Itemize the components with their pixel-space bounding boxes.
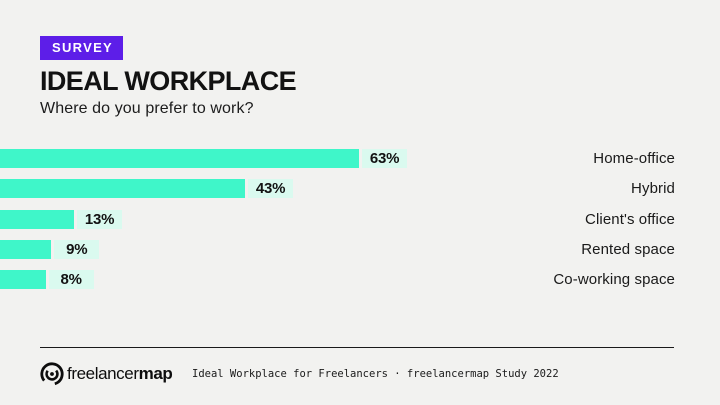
bar-row: 8% [0, 270, 94, 290]
logo-text-regular: freelancer [67, 364, 139, 383]
category-label-home-office: Home-office [593, 150, 675, 167]
logo-text-bold: map [138, 364, 173, 383]
survey-badge: SURVEY [40, 36, 124, 60]
bar-rented-space [0, 239, 52, 259]
bar-row: 13% [0, 209, 123, 229]
freelancermap-logo-text: freelancermap [67, 364, 173, 384]
footer-divider [40, 347, 674, 348]
footer-caption: Ideal Workplace for Freelancers · freela… [192, 368, 559, 380]
value-label-hybrid: 43% [248, 179, 294, 199]
category-label-rented-space: Rented space [581, 240, 675, 258]
bar-co-working-space [0, 270, 46, 290]
bar-row: 63% [0, 149, 408, 168]
page-title: IDEAL WORKPLACE [40, 66, 297, 96]
bar-home-office [0, 149, 360, 168]
category-label-client-s-office: Client's office [585, 210, 675, 228]
bar-hybrid [0, 179, 246, 199]
bar-row: 43% [0, 179, 294, 199]
chart-question: Where do you prefer to work? [40, 100, 254, 117]
value-label-home-office: 63% [362, 149, 408, 168]
category-label-co-working-space: Co-working space [553, 271, 675, 289]
value-label-rented-space: 9% [54, 239, 100, 259]
value-label-co-working-space: 8% [48, 270, 94, 290]
bar-row: 9% [0, 239, 100, 259]
value-label-client-s-office: 13% [77, 209, 123, 229]
category-label-hybrid: Hybrid [631, 180, 675, 198]
freelancermap-logo-icon [40, 362, 64, 386]
bar-client-s-office [0, 209, 75, 229]
freelancermap-logo: freelancermap [40, 362, 173, 386]
